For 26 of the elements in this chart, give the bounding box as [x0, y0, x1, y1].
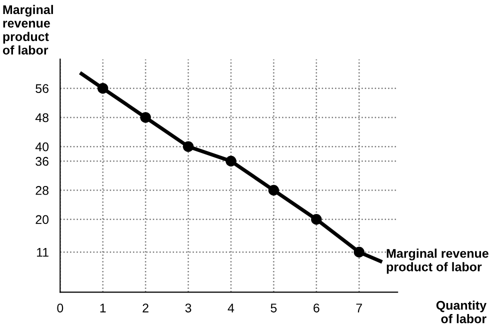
y-tick-label: 56: [36, 84, 48, 93]
x-tick-label: 1: [100, 304, 106, 312]
point: [226, 156, 236, 166]
x-tick-label: 2: [142, 304, 148, 312]
x-tick-label: 6: [314, 304, 320, 312]
x-tick-label: 3: [185, 304, 192, 312]
series-label: Marginal revenue product of labor: [386, 248, 488, 274]
point: [182, 141, 194, 152]
y-tick-label: 36: [36, 156, 48, 166]
y-tick-label: 48: [35, 113, 48, 122]
y-tick-label: 28: [36, 186, 48, 195]
point: [354, 246, 364, 258]
point: [140, 112, 151, 123]
y-tick-label: 20: [36, 215, 49, 224]
x-tick-label: 4: [228, 304, 234, 312]
x-tick-label: 5: [270, 304, 277, 312]
point: [98, 82, 108, 94]
x-axis-title: Quantity of labor: [436, 300, 486, 324]
x-tick-label: 7: [356, 304, 362, 312]
x-tick-label: 0: [57, 304, 64, 312]
line-series: [80, 72, 382, 264]
y-tick-label: 11: [37, 248, 48, 257]
point: [268, 184, 280, 196]
y-tick-label: 40: [35, 142, 49, 152]
point: [311, 214, 322, 225]
y-axis-title: Marginal revenue product of labor: [2, 4, 53, 55]
